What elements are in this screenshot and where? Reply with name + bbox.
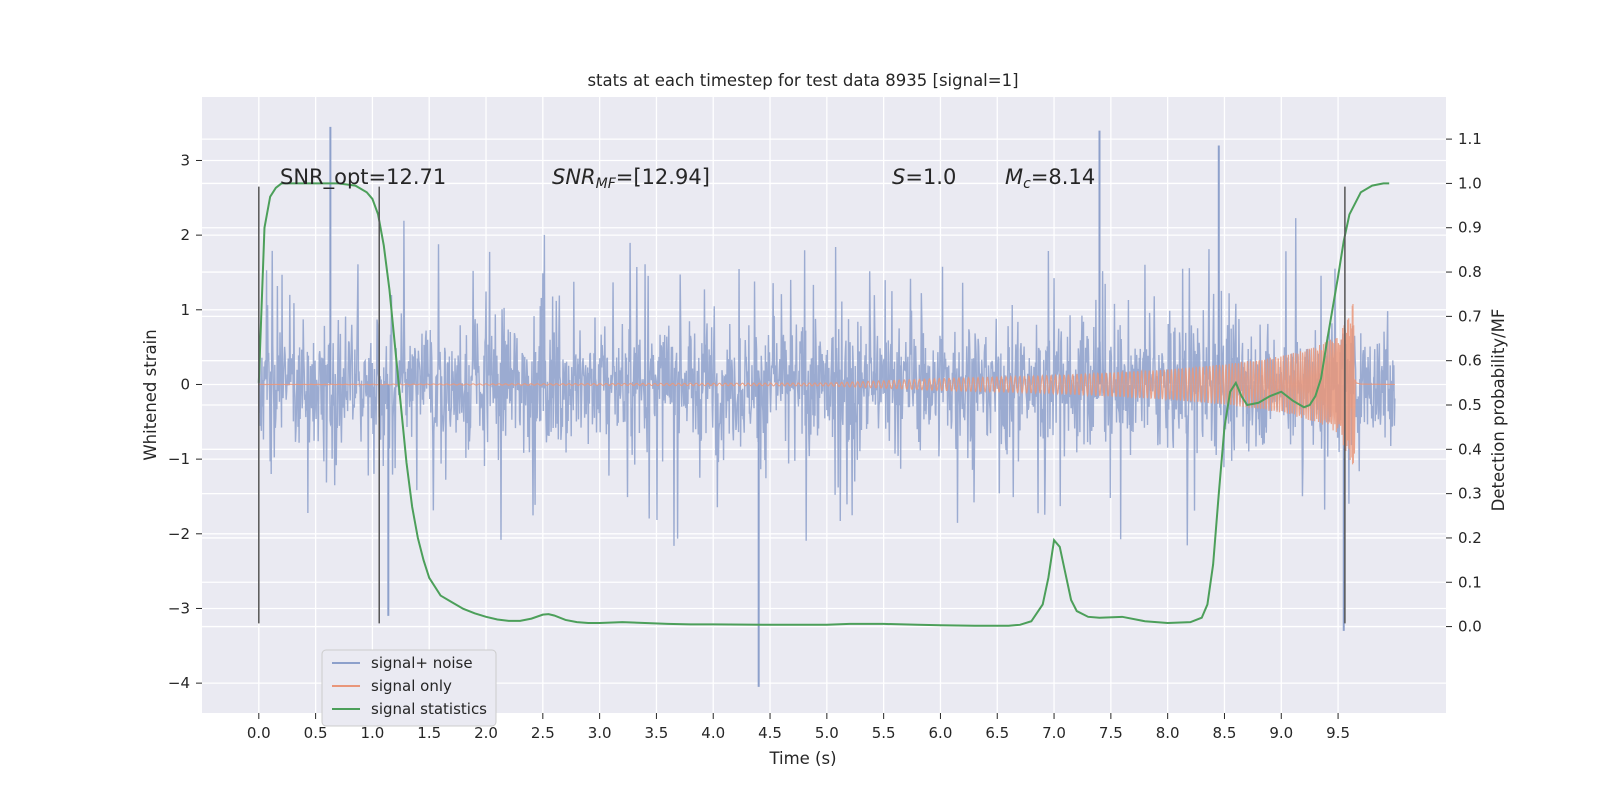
x-tick-label: 5.5 bbox=[872, 724, 896, 742]
x-tick-label: 2.5 bbox=[531, 724, 555, 742]
series-signal-noise bbox=[258, 218, 1396, 546]
annotation-mc: Mc=8.14 bbox=[1005, 165, 1095, 192]
y-tick-label: 2 bbox=[180, 226, 190, 244]
x-tick-label: 4.0 bbox=[701, 724, 725, 742]
y2-tick-label: 0.8 bbox=[1458, 263, 1482, 281]
y2-tick-label: 0.2 bbox=[1458, 529, 1482, 547]
y-tick-label: −1 bbox=[168, 450, 190, 468]
x-tick-label: 9.0 bbox=[1269, 724, 1293, 742]
y2-tick-label: 0.1 bbox=[1458, 573, 1482, 591]
x-tick-label: 6.0 bbox=[929, 724, 953, 742]
y2-axis-label: Detection probability/MF bbox=[1489, 309, 1508, 512]
y-tick-label: 3 bbox=[180, 151, 190, 169]
x-tick-label: 7.5 bbox=[1099, 724, 1123, 742]
x-axis-label: Time (s) bbox=[768, 749, 836, 768]
y2-tick-label: 0.7 bbox=[1458, 307, 1482, 325]
x-tick-label: 9.5 bbox=[1326, 724, 1350, 742]
y2-tick-label: 0.3 bbox=[1458, 485, 1482, 503]
x-tick-label: 7.0 bbox=[1042, 724, 1066, 742]
x-tick-label: 8.5 bbox=[1213, 724, 1237, 742]
x-tick-label: 0.5 bbox=[304, 724, 328, 742]
legend-label-stats: signal statistics bbox=[371, 700, 487, 718]
chart-title: stats at each timestep for test data 893… bbox=[587, 71, 1018, 90]
annotation-s: S=1.0 bbox=[892, 165, 956, 189]
x-tick-label: 2.0 bbox=[474, 724, 498, 742]
legend-label-noise: signal+ noise bbox=[371, 654, 473, 672]
x-tick-label: 0.0 bbox=[247, 724, 271, 742]
y-tick-label: 1 bbox=[180, 301, 190, 319]
y2-tick-label: 0.5 bbox=[1458, 396, 1482, 414]
legend-frame bbox=[321, 649, 497, 727]
y2-tick-label: 1.1 bbox=[1458, 130, 1482, 148]
x-tick-label: 6.5 bbox=[985, 724, 1009, 742]
x-tick-label: 1.5 bbox=[417, 724, 441, 742]
x-tick-label: 1.0 bbox=[360, 724, 384, 742]
y2-tick-label: 0.0 bbox=[1458, 618, 1482, 636]
x-tick-label: 3.0 bbox=[588, 724, 612, 742]
y2-tick-label: 1.0 bbox=[1458, 174, 1482, 192]
y-tick-label: 0 bbox=[180, 375, 190, 393]
x-tick-label: 4.5 bbox=[758, 724, 782, 742]
x-tick-label: 8.0 bbox=[1156, 724, 1180, 742]
y-tick-label: −2 bbox=[168, 525, 190, 543]
x-tick-label: 3.5 bbox=[644, 724, 668, 742]
y2-tick-label: 0.6 bbox=[1458, 352, 1482, 370]
y-tick-label: −3 bbox=[168, 599, 190, 617]
legend: signal+ noise signal only signal statist… bbox=[321, 649, 497, 727]
annotation-snr-opt: SNR_opt=12.71 bbox=[280, 165, 446, 190]
series-signal-only bbox=[258, 303, 1395, 465]
series-signal-statistics bbox=[257, 182, 1390, 627]
y-tick-label: −4 bbox=[168, 674, 190, 692]
y2-tick-label: 0.4 bbox=[1458, 440, 1482, 458]
annotation-snr-mf: SNRMF=[12.94] bbox=[552, 165, 710, 192]
x-tick-label: 5.0 bbox=[815, 724, 839, 742]
legend-label-signal: signal only bbox=[371, 677, 452, 695]
y-axis-label: Whitened strain bbox=[141, 329, 160, 460]
y2-tick-label: 0.9 bbox=[1458, 219, 1482, 237]
